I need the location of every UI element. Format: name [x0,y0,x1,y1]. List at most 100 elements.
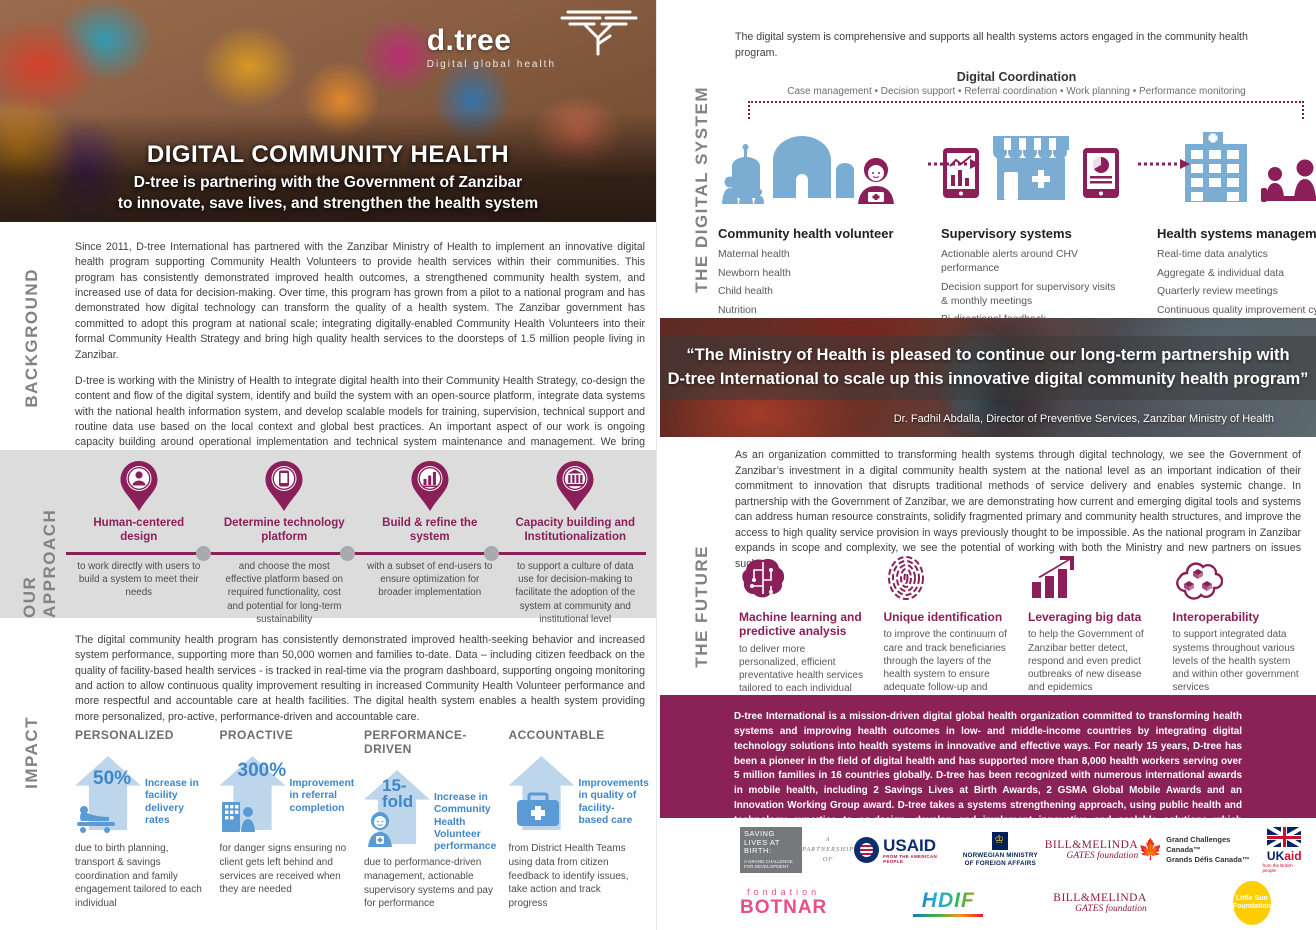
gates-foundation-logo: BILL&MELINDA GATES foundation [1045,839,1139,861]
phone-pin-icon [265,461,303,511]
group-community-health-volunteer: Community health volunteer Maternal heal… [718,112,903,341]
section-label-our-approach: OUR APPROACH [20,508,59,618]
impact-column: PERFORMANCE-DRIVEN 15-fold Increase in C… [357,728,502,911]
group-item: Quarterly review meetings [1157,286,1278,298]
machine-learning-icon [742,558,785,598]
saving-lives-at-birth-logo: SAVING LIVES AT BIRTH: A GRAND CHALLENGE… [740,827,803,873]
quote-attribution: Dr. Fadhil Abdalla, Director of Preventi… [893,413,1274,425]
dtree-logo-tagline: Digital global health [426,59,556,70]
quote-line2: D-tree International to scale up this in… [667,369,1309,388]
about-band: D-tree International is a mission-driven… [660,695,1316,841]
littlesun-line1: Little Sun [1235,894,1268,902]
quote-overlay [660,336,1316,400]
future-item-title: Interoperability [1172,610,1260,624]
approach-step-title: Human-centered design [93,517,185,544]
norway-line1: NORWEGIAN MINISTRY [962,851,1038,859]
coordination-dash-stub [748,101,750,119]
saving-lives-title: SAVING LIVES AT BIRTH: [744,829,780,856]
page-right: THE DIGITAL SYSTEM The digital system is… [660,0,1316,930]
partner-logos: SAVING LIVES AT BIRTH: A GRAND CHALLENGE… [660,818,1316,930]
group-item: Continuous quality improvement cycles [1157,304,1316,316]
dtree-logo-word: d.tree [426,24,512,57]
future-item-desc: to deliver more personalized, efficient … [739,643,863,695]
page-gutter [656,0,660,930]
group-item: Real-time data analytics [1157,249,1268,260]
hero-title: DIGITAL COMMUNITY HEALTH [146,141,510,169]
future-item: Unique identification to improve the con… [875,552,1020,708]
approach-step-title: Capacity building and Institutionalizati… [515,517,635,544]
future-item: Leveraging big data to help the Governme… [1019,552,1164,708]
group-title: Supervisory systems [941,226,1072,241]
future-intro: As an organization committed to transfor… [735,449,1301,570]
ukaid-sub: from the British people [1262,863,1293,873]
digital-coordination-items: Case management • Decision support • Ref… [787,86,1246,97]
health-systems-management-icon [1185,132,1316,202]
impact-stat-label: Improvements in quality of facility-base… [578,778,649,827]
union-jack-icon [1267,827,1302,847]
fondation-botnar-logo: fondation BOTNAR [740,887,827,919]
hdif-color-bar [913,914,984,917]
ukaid-logo: UKaid from the British people [1263,827,1306,873]
hdif-word: HDIF [913,889,983,913]
impact-stat-label: Increase in Community Health Volunteer p… [434,792,497,853]
norway-line2: OF FOREIGN AFFAIRS [964,860,1036,867]
acacia-tree-icon [560,10,638,56]
group-item: Maternal health [718,249,790,260]
background-section: Since 2011, D-tree International has par… [75,240,645,492]
impact-stat: 15-fold [382,776,414,812]
coordination-dashed-line [748,101,1304,103]
saving-lives-sub: A GRAND CHALLENGE FOR DEVELOPMENT [744,859,793,870]
group-title: Health systems management [1157,226,1316,241]
impact-column-header: PROACTIVE [219,728,294,742]
impact-column-header: PERSONALIZED [75,728,174,742]
impact-column-desc: due to performance-driven management, ac… [364,857,493,910]
medical-bag-icon [516,792,559,826]
group-supervisory-systems: Supervisory systems Actionable alerts ar… [941,112,1121,341]
group-item: Decision support for supervisory visits … [941,281,1116,307]
impact-intro: The digital community health program has… [75,634,645,723]
group-item: Child health [718,286,773,298]
norway-crest-icon [992,831,1009,850]
gcc-line2: Grands Défis Canada™ [1166,855,1250,865]
approach-step: Capacity building and Institutionalizati… [503,460,649,625]
gates-line1: BILL&MELINDA [1044,839,1139,851]
quote-line1: “The Ministry of Health is pleased to co… [686,346,1290,364]
impact-stat: 300% [237,760,287,781]
chart-pin-icon [411,461,449,511]
digital-system-intro: The digital system is comprehensive and … [735,31,1248,59]
grand-challenges-canada-logo: 🍁 Grand Challenges Canada™ Grands Défis … [1138,835,1262,865]
approach-step-desc: and choose the most effective platform b… [225,561,343,625]
person-pin-icon [120,461,158,511]
digital-coordination: Digital Coordination Case management • D… [735,70,1298,97]
hero-subtitle-line1: D-tree is partnering with the Government… [133,174,523,192]
future-item-title: Leveraging big data [1028,610,1142,624]
approach-step-desc: to work directly with users to build a s… [77,561,201,599]
clinic-referral-icon [221,802,255,832]
maple-leaf-icon: 🍁 [1138,839,1164,861]
approach-step: Human-centered design to work directly w… [66,460,212,612]
botnar-line2: BOTNAR [740,897,828,918]
botnar-line1: fondation [747,887,821,897]
group-health-systems-management: Health systems management Real-time data… [1157,112,1316,341]
hero-subtitle-line2: to innovate, save lives, and strengthen … [117,194,539,212]
group-item: Nutrition [718,304,757,316]
gates-foundation-logo: BILL&MELINDA GATES foundation [1053,892,1147,914]
future-columns: Machine learning and predictive analysis… [730,552,1308,708]
approach-step-desc: with a subset of end-users to ensure opt… [367,561,493,599]
approach-section: OUR APPROACH Human-centered design to wo… [0,450,656,625]
interoperability-icon [1175,562,1223,600]
gates-line2: GATES foundation [1066,851,1139,861]
group-items: Actionable alerts around CHV performance… [941,248,1121,327]
section-label-background: BACKGROUND [22,268,41,408]
dotted-arrow-icon [928,159,980,169]
dtree-logo: d.tree Digital global health [427,8,638,70]
ukaid-aid: aid [1284,849,1302,863]
institution-pin-icon [556,461,594,511]
ukaid-uk: UK [1266,849,1285,863]
group-title: Community health volunteer [718,226,894,241]
impact-stat: 50% [93,768,132,789]
impact-column: ACCOUNTABLE Improvements in quality of f… [502,728,649,911]
impact-stat-label: Increase in facility delivery rates [145,778,199,827]
impact-column-desc: for danger signs ensuring no client gets… [219,843,347,896]
